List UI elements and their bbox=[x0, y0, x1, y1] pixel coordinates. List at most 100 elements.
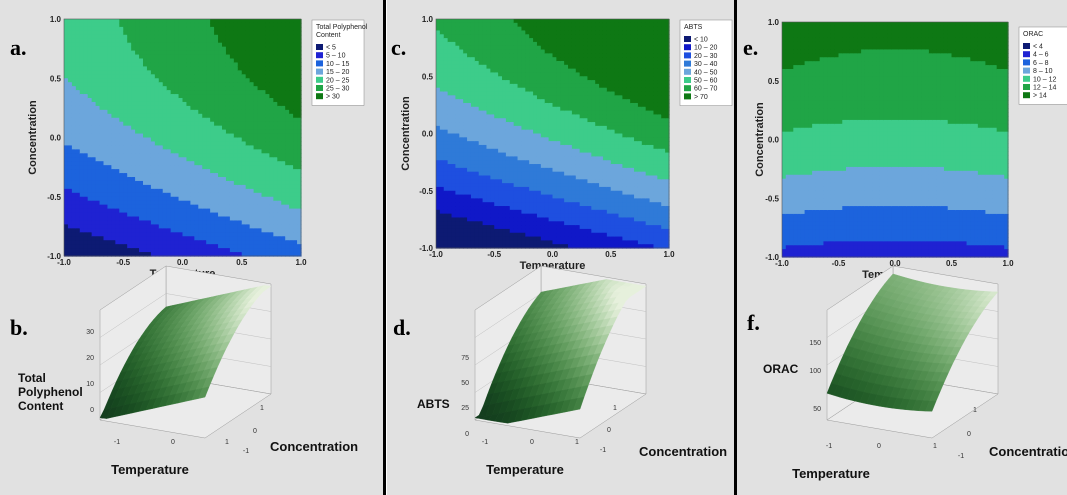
contour-cell bbox=[139, 90, 144, 95]
contour-cell bbox=[71, 145, 77, 150]
contour-cell bbox=[478, 72, 484, 77]
contour-cell bbox=[75, 192, 81, 198]
contour-cell bbox=[162, 133, 168, 139]
contour-cell bbox=[463, 206, 468, 211]
contour-cell bbox=[162, 228, 168, 233]
contour-cell bbox=[463, 53, 468, 58]
contour-cell bbox=[170, 129, 176, 135]
contour-cell bbox=[281, 192, 286, 198]
contour-cell bbox=[131, 220, 136, 225]
contour-cell bbox=[281, 204, 286, 210]
contour-cell bbox=[186, 220, 191, 225]
z-axis-title: Total bbox=[18, 371, 46, 385]
contour-cell bbox=[293, 169, 298, 174]
contour-cell bbox=[436, 202, 441, 207]
contour-cell bbox=[143, 58, 148, 64]
contour-cell bbox=[198, 184, 203, 190]
contour-cell bbox=[261, 109, 267, 115]
contour-cell bbox=[241, 94, 247, 99]
contour-cell bbox=[107, 105, 112, 111]
contour-cell bbox=[95, 62, 101, 67]
contour-cell bbox=[470, 125, 476, 131]
y-tick-label: 0.0 bbox=[50, 134, 62, 143]
contour-cell bbox=[229, 208, 235, 214]
contour-cell bbox=[281, 54, 286, 60]
contour-cell bbox=[455, 57, 460, 62]
contour-cell bbox=[474, 57, 480, 62]
contour-cell bbox=[194, 240, 199, 245]
contour-cell bbox=[237, 46, 243, 52]
contour-cell bbox=[194, 133, 199, 139]
contour-cell bbox=[206, 78, 211, 83]
contour-cell bbox=[443, 118, 449, 123]
contour-cell bbox=[103, 121, 109, 127]
contour-cell bbox=[245, 46, 251, 52]
contour-cell bbox=[273, 236, 278, 241]
contour-cell bbox=[225, 66, 231, 71]
contour-cell bbox=[257, 196, 263, 202]
contour-cell bbox=[67, 46, 73, 52]
contour-cell bbox=[447, 232, 453, 238]
contour-cell bbox=[451, 198, 457, 203]
contour-cell bbox=[249, 145, 255, 150]
contour-cell bbox=[99, 78, 105, 83]
contour-cell bbox=[170, 200, 176, 206]
contour-cell bbox=[182, 224, 188, 229]
contour-cell bbox=[150, 19, 156, 24]
contour-cell bbox=[277, 208, 282, 214]
contour-cell bbox=[103, 50, 109, 56]
contour-cell bbox=[210, 184, 215, 190]
contour-cell bbox=[107, 74, 112, 79]
contour-cell bbox=[289, 117, 294, 123]
contour-cell bbox=[111, 125, 116, 131]
contour-cell bbox=[210, 38, 215, 44]
contour-cell bbox=[67, 161, 73, 166]
contour-cell bbox=[486, 202, 491, 207]
contour-cell bbox=[233, 50, 239, 56]
contour-cell bbox=[436, 95, 441, 100]
contour-cell bbox=[289, 177, 294, 182]
contour-cell bbox=[233, 42, 239, 48]
contour-cell bbox=[146, 125, 152, 131]
contour-cell bbox=[261, 26, 267, 32]
contour-cell bbox=[498, 152, 503, 157]
contour-cell bbox=[115, 121, 120, 127]
contour-cell bbox=[67, 117, 73, 123]
contour-cell bbox=[131, 70, 136, 75]
contour-cell bbox=[178, 240, 184, 245]
legend-label: 10 – 15 bbox=[326, 61, 349, 68]
contour-cell bbox=[103, 216, 109, 222]
contour-cell bbox=[174, 192, 180, 198]
contour-cell bbox=[64, 244, 69, 249]
contour-cell bbox=[123, 133, 128, 139]
contour-cell bbox=[71, 204, 77, 210]
contour-cell bbox=[91, 200, 97, 206]
contour-cell bbox=[67, 177, 73, 182]
contour-cell bbox=[214, 54, 219, 60]
contour-cell bbox=[190, 19, 195, 24]
contour-cell bbox=[154, 98, 160, 103]
contour-cell bbox=[202, 129, 207, 135]
contour-cell bbox=[111, 117, 116, 123]
contour-cell bbox=[289, 248, 294, 253]
x-tick-label: 1 bbox=[225, 439, 229, 446]
contour-cell bbox=[463, 106, 468, 112]
contour-cell bbox=[64, 105, 69, 111]
contour-cell bbox=[459, 95, 464, 100]
contour-cell bbox=[218, 86, 223, 91]
contour-cell bbox=[265, 90, 270, 95]
contour-cell bbox=[123, 90, 128, 95]
contour-cell bbox=[293, 145, 298, 150]
contour-cell bbox=[459, 232, 464, 238]
contour-cell bbox=[502, 106, 507, 112]
contour-cell bbox=[115, 42, 120, 48]
contour-cell bbox=[87, 165, 93, 170]
contour-cell bbox=[261, 129, 267, 135]
contour-cell bbox=[478, 110, 484, 116]
contour-cell bbox=[463, 19, 468, 24]
contour-cell bbox=[178, 38, 184, 44]
contour-cell bbox=[91, 212, 97, 218]
contour-cell bbox=[67, 121, 73, 127]
contour-cell bbox=[478, 57, 484, 62]
contour-cell bbox=[127, 141, 132, 146]
